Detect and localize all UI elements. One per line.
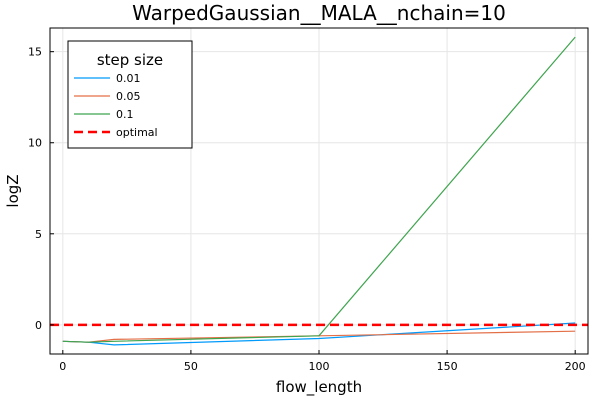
x-tick-label: 150: [437, 360, 458, 373]
x-tick-label: 200: [565, 360, 586, 373]
legend: step size 0.01 0.05 0.1 optimal: [67, 40, 193, 149]
y-tick-label: 10: [28, 137, 42, 150]
y-tick-label: 15: [28, 46, 42, 59]
x-axis-label: flow_length: [276, 378, 362, 397]
legend-title: step size: [97, 51, 163, 69]
x-tick-label: 100: [309, 360, 330, 373]
legend-label: 0.01: [116, 72, 141, 85]
legend-label: optimal: [116, 126, 158, 139]
x-tick-label: 0: [59, 360, 66, 373]
y-tick-label: 5: [35, 228, 42, 241]
axis-ticks: 0 50 100 150 200 0 5 10 15: [28, 46, 586, 373]
y-tick-label: 0: [35, 319, 42, 332]
legend-items: 0.01 0.05 0.1 optimal: [74, 72, 158, 139]
legend-box: [67, 40, 193, 149]
chart-title: WarpedGaussian__MALA__nchain=10: [132, 1, 506, 25]
legend-label: 0.05: [116, 90, 141, 103]
y-axis-label: logZ: [4, 174, 22, 207]
legend-label: 0.1: [116, 108, 134, 121]
x-tick-label: 50: [184, 360, 198, 373]
series-lines: [50, 36, 588, 346]
series-line-0-1: [62, 36, 576, 343]
